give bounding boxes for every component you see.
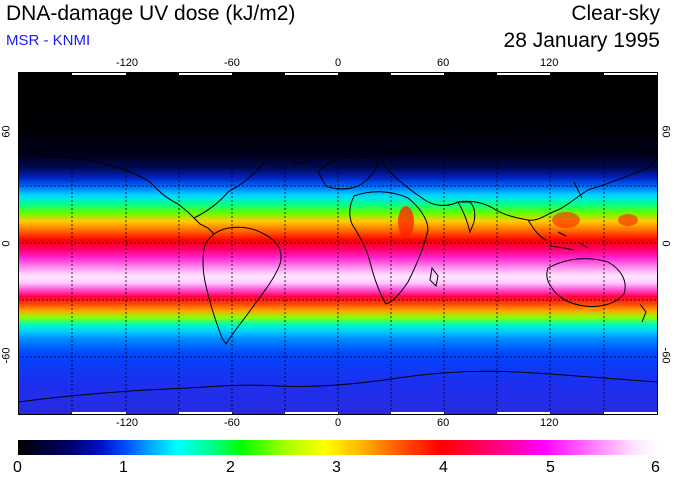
map-subtitle: MSR - KNMI xyxy=(6,32,91,49)
lon-tick-bottom: 60 xyxy=(437,417,450,429)
coast-antarctica xyxy=(18,370,658,403)
colorbar-label: 5 xyxy=(546,459,555,476)
coast-japan xyxy=(573,181,583,199)
coast-indonesia xyxy=(527,219,589,251)
frame-tick xyxy=(391,412,444,415)
frame-tick xyxy=(72,72,126,75)
lat-tick-left: 60 xyxy=(0,125,13,138)
colorbar-label: 4 xyxy=(439,459,448,476)
map-title: DNA-damage UV dose (kJ/m2) xyxy=(6,2,296,25)
lon-tick-top: 60 xyxy=(437,57,450,69)
uv-dose-world-map xyxy=(18,72,658,415)
lon-tick-bottom: -60 xyxy=(224,417,240,429)
frame-tick xyxy=(72,412,126,415)
frame-tick xyxy=(497,72,550,75)
lat-tick-left: 0 xyxy=(0,240,13,247)
date-label: 28 January 1995 xyxy=(503,29,660,52)
frame-tick xyxy=(604,72,658,75)
lat-tick-left: -60 xyxy=(0,347,13,364)
coast-asia xyxy=(377,139,658,221)
frame-tick xyxy=(285,412,338,415)
lon-tick-top: -120 xyxy=(116,57,139,69)
frame-tick xyxy=(391,72,444,75)
graticule xyxy=(18,72,658,415)
colorbar xyxy=(18,440,658,455)
hotspot xyxy=(618,214,638,226)
coast-greenland xyxy=(279,121,325,165)
frame-tick xyxy=(604,412,658,415)
lat-tick-right: -60 xyxy=(659,347,672,364)
coast-central-america xyxy=(193,217,215,235)
lat-tick-right: 0 xyxy=(659,240,672,247)
lon-tick-top: 0 xyxy=(335,57,342,69)
map-frame xyxy=(18,72,658,415)
lon-tick-top: -60 xyxy=(224,57,240,69)
frame-tick xyxy=(497,412,550,415)
frame-ticks xyxy=(72,72,658,415)
lon-tick-top: 120 xyxy=(540,57,559,69)
lon-tick-bottom: -120 xyxy=(116,417,139,429)
frame-tick xyxy=(179,412,232,415)
colorbar-label: 3 xyxy=(332,459,341,476)
lon-tick-bottom: 120 xyxy=(540,417,559,429)
frame-tick xyxy=(285,72,338,75)
colorbar-label: 0 xyxy=(13,459,22,476)
lon-tick-bottom: 0 xyxy=(335,417,342,429)
coastlines xyxy=(18,121,658,403)
coast-new-zealand xyxy=(639,303,647,323)
coast-india xyxy=(457,201,476,234)
map-overlay xyxy=(18,72,658,415)
hotspot xyxy=(552,212,580,228)
coast-madagascar xyxy=(429,266,439,288)
coast-europe xyxy=(317,154,379,190)
lat-tick-right: 60 xyxy=(659,125,672,138)
coast-north-america xyxy=(27,131,269,219)
coast-africa xyxy=(349,191,429,305)
sky-condition-label: Clear-sky xyxy=(571,2,660,25)
frame-tick xyxy=(179,72,232,75)
colorbar-label: 1 xyxy=(119,459,128,476)
colorbar-label: 2 xyxy=(226,459,235,476)
colorbar-label: 6 xyxy=(651,459,660,476)
coast-south-america xyxy=(202,226,282,345)
hotspot xyxy=(398,206,414,238)
coast-australia xyxy=(546,258,626,307)
